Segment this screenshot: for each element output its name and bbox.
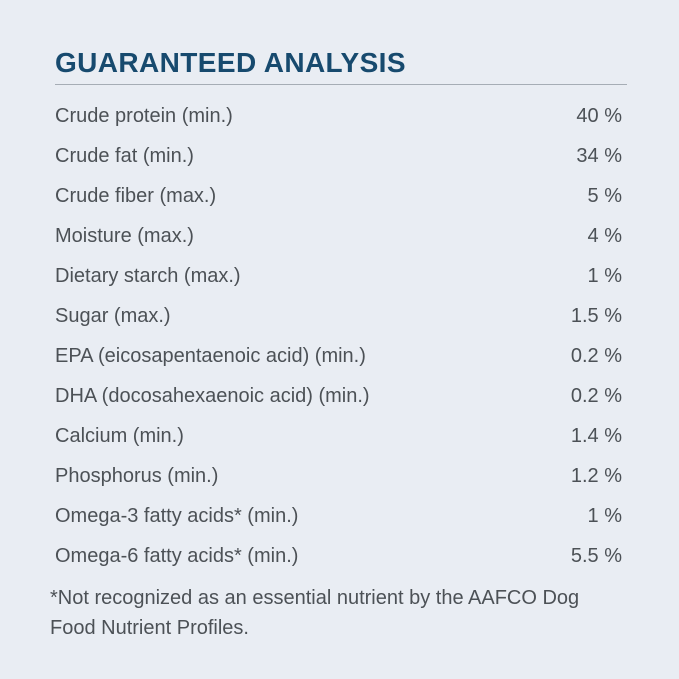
title-divider <box>55 84 627 85</box>
nutrient-label: EPA (eicosapentaenoic acid) (min.) <box>55 345 366 367</box>
table-row: Crude fiber (max.) 5 % <box>55 176 627 216</box>
nutrient-value: 0.2 % <box>570 385 622 407</box>
nutrient-label: Moisture (max.) <box>55 225 194 247</box>
nutrient-value: 1.4 % <box>570 425 622 447</box>
footnote-line: Food Nutrient Profiles. <box>50 617 249 639</box>
nutrient-value: 0.2 % <box>570 345 622 367</box>
nutrient-label: Crude fiber (max.) <box>55 185 217 207</box>
table-row: Omega-3 fatty acids* (min.) 1 % <box>55 496 627 536</box>
table-row: Crude protein (min.) 40 % <box>55 96 627 136</box>
nutrient-label: Phosphorus (min.) <box>55 465 219 487</box>
table-row: DHA (docosahexaenoic acid) (min.) 0.2 % <box>55 376 627 416</box>
nutrient-value: 1.2 % <box>570 465 622 487</box>
table-row: EPA (eicosapentaenoic acid) (min.) 0.2 % <box>55 336 627 376</box>
section-title: GUARANTEED ANALYSIS <box>55 47 406 78</box>
nutrient-value: 5 % <box>587 185 622 207</box>
nutrient-value: 4 % <box>587 225 622 247</box>
nutrient-table: Crude protein (min.) 40 % Crude fat (min… <box>55 96 627 576</box>
nutrient-value: 40 % <box>576 105 622 127</box>
footnote: *Not recognized as an essential nutrient… <box>50 583 627 643</box>
nutrient-value: 5.5 % <box>570 545 622 567</box>
nutrient-label: Sugar (max.) <box>55 305 171 327</box>
nutrient-value: 1.5 % <box>570 305 622 327</box>
nutrient-label: Omega-6 fatty acids* (min.) <box>55 545 299 567</box>
nutrient-label: Crude fat (min.) <box>55 145 194 167</box>
nutrient-value: 1 % <box>587 505 622 527</box>
nutrient-label: Dietary starch (max.) <box>55 265 241 287</box>
table-row: Omega-6 fatty acids* (min.) 5.5 % <box>55 536 627 576</box>
footnote-line: *Not recognized as an essential nutrient… <box>50 587 580 609</box>
nutrient-label: Crude protein (min.) <box>55 105 233 127</box>
table-row: Phosphorus (min.) 1.2 % <box>55 456 627 496</box>
nutrient-label: DHA (docosahexaenoic acid) (min.) <box>55 385 370 407</box>
nutrient-label: Omega-3 fatty acids* (min.) <box>55 505 299 527</box>
table-row: Dietary starch (max.) 1 % <box>55 256 627 296</box>
table-row: Sugar (max.) 1.5 % <box>55 296 627 336</box>
nutrient-value: 1 % <box>587 265 622 287</box>
table-row: Crude fat (min.) 34 % <box>55 136 627 176</box>
table-row: Calcium (min.) 1.4 % <box>55 416 627 456</box>
nutrient-value: 34 % <box>576 145 622 167</box>
table-row: Moisture (max.) 4 % <box>55 216 627 256</box>
nutrient-label: Calcium (min.) <box>55 425 184 447</box>
